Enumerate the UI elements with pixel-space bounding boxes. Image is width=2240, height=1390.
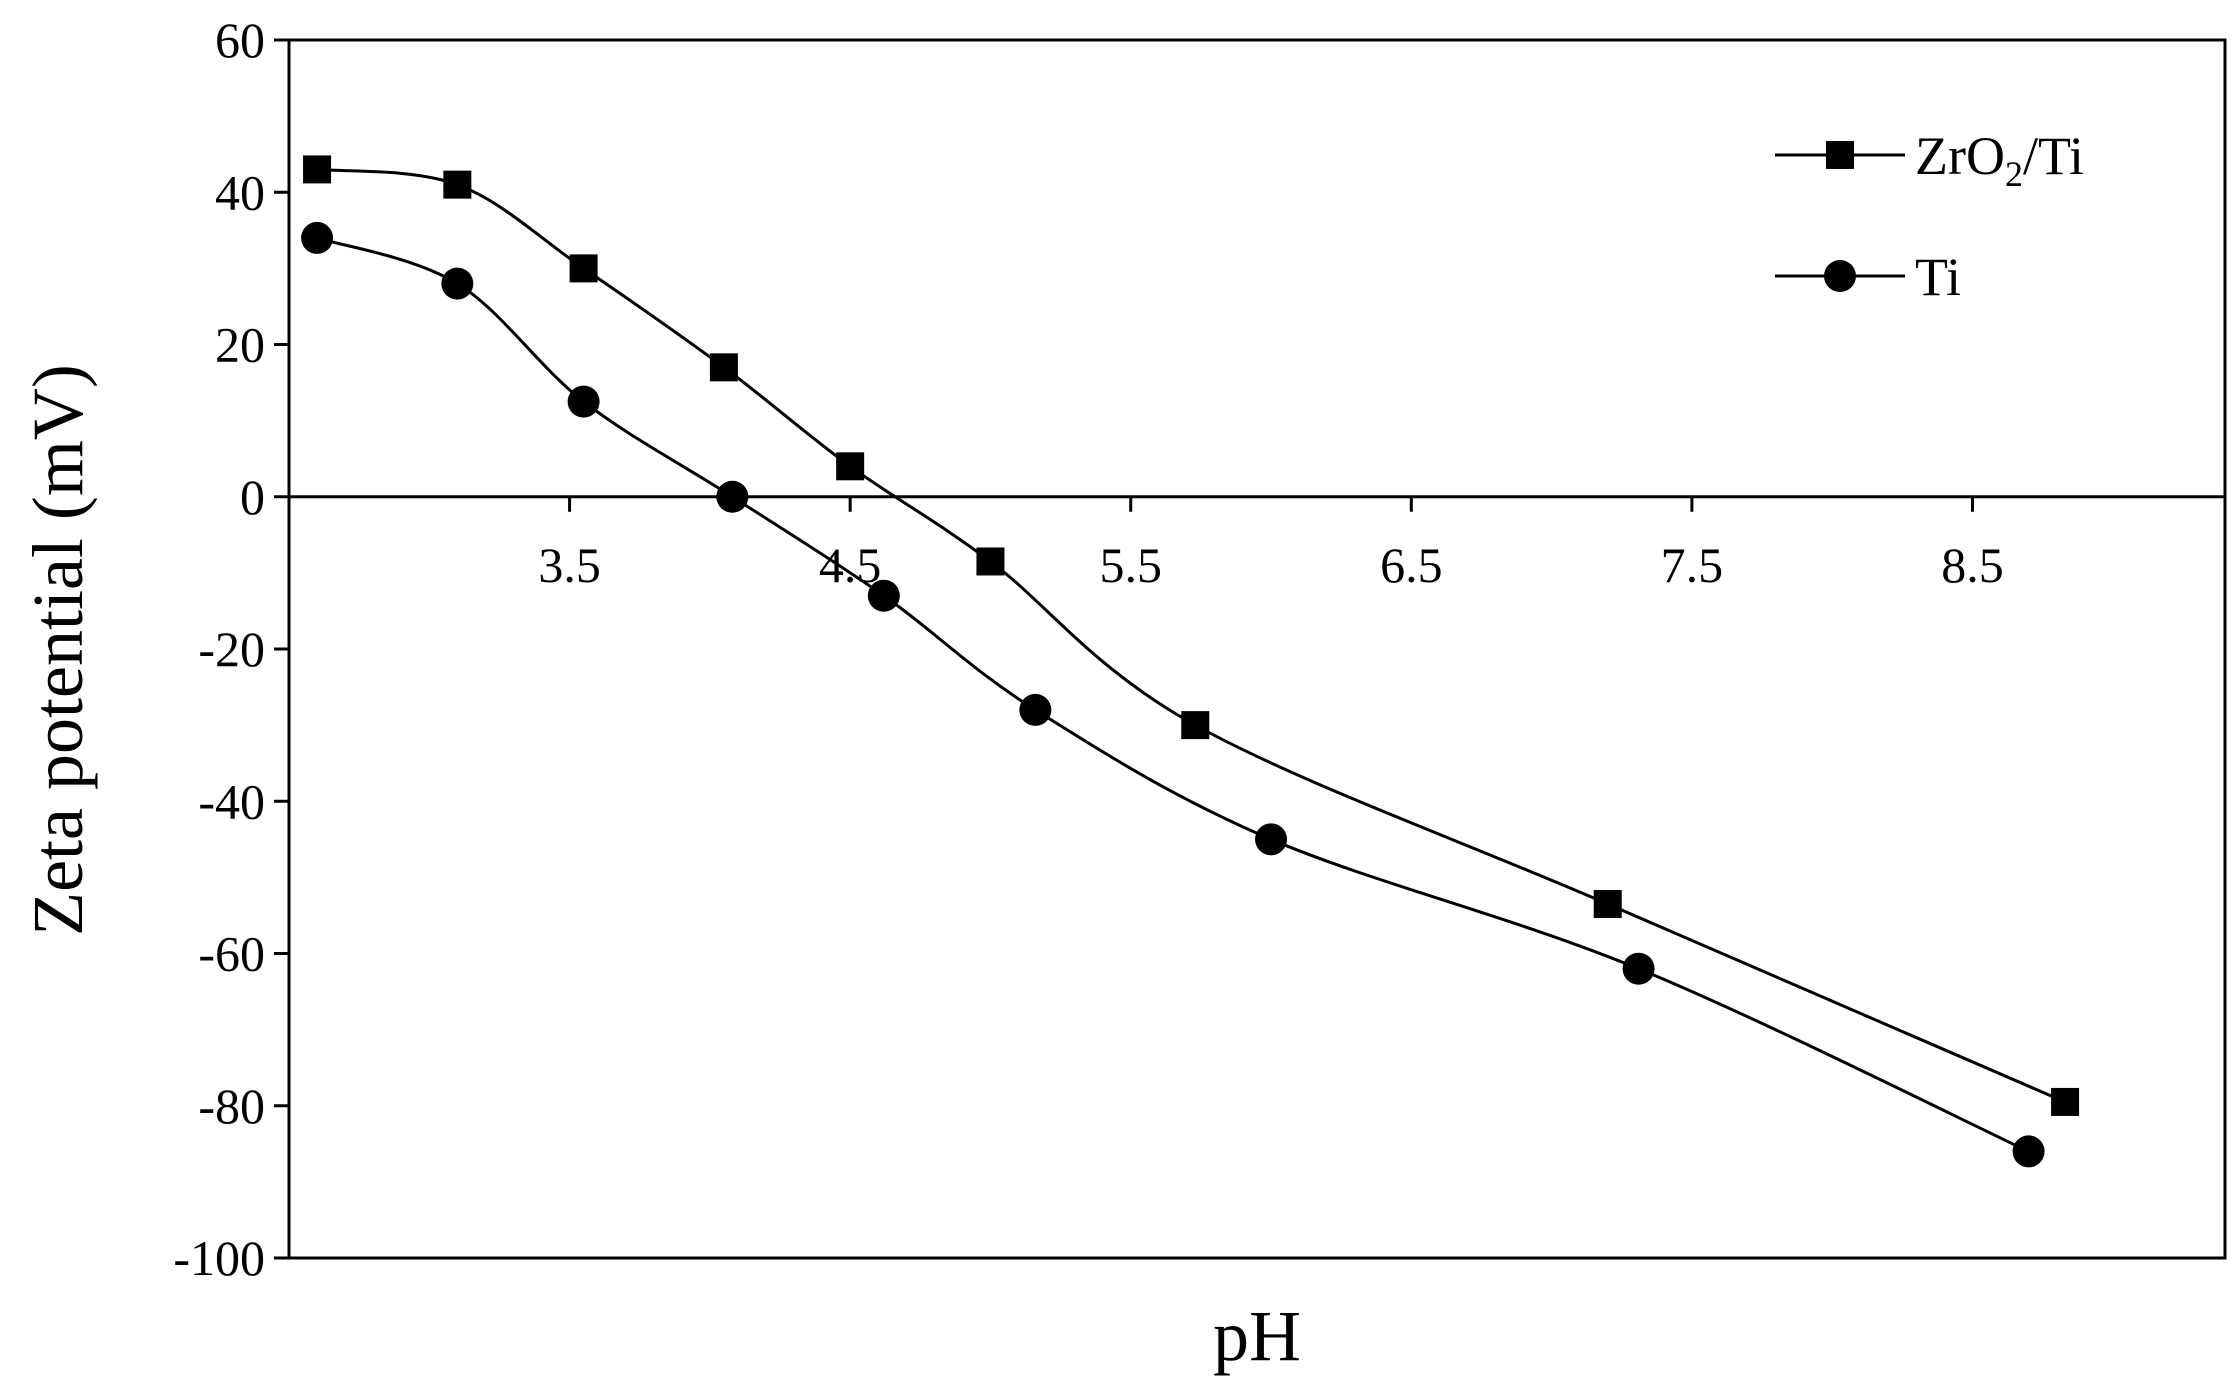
x-tick-label: 4.5	[819, 537, 882, 593]
y-tick-label: 0	[240, 469, 265, 525]
legend-marker-ti	[1824, 260, 1856, 292]
legend-label-zro2-ti: ZrO2/Ti	[1915, 126, 2084, 194]
data-point-ti-0	[301, 221, 334, 254]
data-point-zro2-ti-3	[709, 353, 738, 382]
data-point-ti-6	[1255, 823, 1288, 856]
data-point-zro2-ti-1	[443, 170, 472, 199]
legend: ZrO2/Ti Ti	[1775, 126, 2084, 307]
legend-marker-zro2-ti	[1826, 141, 1854, 169]
series-lines	[316, 167, 2066, 1153]
data-point-ti-3	[716, 480, 749, 513]
y-tick-label: -100	[173, 1230, 265, 1286]
data-point-zro2-ti-8	[2051, 1087, 2080, 1116]
series-line-1	[316, 236, 2030, 1153]
legend-label-ti: Ti	[1915, 247, 1961, 307]
y-tick-label: -20	[198, 621, 265, 677]
data-point-zro2-ti-2	[569, 254, 598, 283]
data-point-ti-7	[1622, 952, 1655, 985]
x-tick-label: 5.5	[1099, 537, 1162, 593]
y-axis-title: Zeta potential (mV)	[18, 364, 98, 936]
y-tick-label: -40	[198, 773, 265, 829]
y-tick-label: -60	[198, 926, 265, 982]
data-point-zro2-ti-4	[836, 452, 865, 481]
plot-area-frame	[287, 38, 2227, 1260]
data-point-ti-5	[1019, 693, 1052, 726]
data-point-ti-2	[567, 385, 600, 418]
x-axis-title: pH	[1213, 1296, 1301, 1376]
y-tick-label: 40	[215, 164, 265, 220]
data-point-ti-1	[441, 267, 474, 300]
y-tick-label: -80	[198, 1078, 265, 1134]
data-point-zro2-ti-6	[1181, 711, 1210, 740]
series-markers	[301, 155, 2080, 1168]
x-axis-ticks: 3.5 4.5 5.5 6.5 7.5 8.5	[538, 496, 2004, 593]
data-point-zro2-ti-7	[1593, 890, 1622, 919]
data-point-ti-4	[867, 579, 900, 612]
x-tick-label: 7.5	[1661, 537, 1724, 593]
x-tick-label: 3.5	[538, 537, 601, 593]
data-point-ti-8	[2012, 1135, 2045, 1168]
y-axis-ticks: 60 40 20 0 -20 -40 -60 -80 -100	[173, 12, 289, 1286]
y-tick-label: 60	[215, 12, 265, 68]
data-point-zro2-ti-5	[976, 547, 1005, 576]
y-tick-label: 20	[215, 317, 265, 373]
x-tick-label: 8.5	[1941, 537, 2004, 593]
series-line-0	[316, 167, 2066, 1104]
x-tick-label: 6.5	[1380, 537, 1443, 593]
data-point-zro2-ti-0	[303, 155, 332, 184]
